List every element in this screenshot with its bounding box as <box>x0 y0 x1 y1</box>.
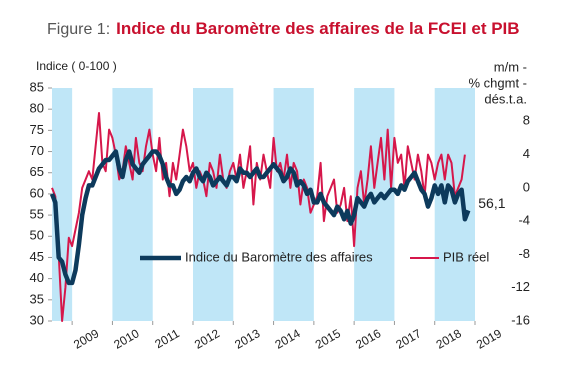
x-tick-label: 2019 <box>474 326 504 352</box>
x-tick-label: 2011 <box>152 326 182 351</box>
legend-label: Indice du Baromètre des affaires <box>185 249 373 264</box>
y-tick-label: 50 <box>30 228 44 243</box>
y-tick-label: 35 <box>30 291 44 306</box>
title-prefix: Figure 1: <box>47 21 110 38</box>
year-bands <box>52 88 475 321</box>
y-tick-label: 75 <box>30 122 44 137</box>
x-tick-label: 2017 <box>393 326 423 352</box>
legend-label: PIB réel <box>443 249 489 264</box>
x-tick-label: 2009 <box>71 326 101 352</box>
y-tick-label: 55 <box>30 207 44 222</box>
y2-axis-label: m/m - <box>494 59 527 74</box>
y-tick-label: 65 <box>30 164 44 179</box>
y2-tick-label: 0 <box>523 179 530 194</box>
y2-axis-label: dés.t.a. <box>484 91 527 106</box>
y2-tick-label: 8 <box>523 113 530 128</box>
y2-tick-label: -12 <box>511 279 530 294</box>
y-tick-label: 80 <box>30 101 44 116</box>
year-band <box>193 88 234 321</box>
y2-tick-label: -8 <box>518 246 530 261</box>
x-tick-label: 2018 <box>434 326 464 352</box>
y-tick-label: 40 <box>30 270 44 285</box>
title-text: Indice du Baromètre des affaires de la F… <box>116 19 519 38</box>
y2-axis-label: % chgmt - <box>468 75 527 90</box>
x-tick-label: 2010 <box>111 326 141 352</box>
year-band <box>112 88 153 321</box>
y2-tick-label: -16 <box>511 312 530 327</box>
chart-title: Figure 1: Indice du Baromètre des affaire… <box>47 19 520 38</box>
y-tick-label: 85 <box>30 79 44 94</box>
x-tick-label: 2015 <box>313 326 343 352</box>
y2-tick-label: 4 <box>523 146 530 161</box>
data-label: 56,1 <box>478 195 505 211</box>
x-tick-label: 2014 <box>273 326 303 352</box>
series-line <box>49 149 471 286</box>
y-tick-label: 60 <box>30 185 44 200</box>
y-axis-label: Indice ( 0-100 ) <box>36 59 117 73</box>
y-tick-label: 70 <box>30 143 44 158</box>
x-tick-label: 2013 <box>232 326 262 352</box>
y2-tick-label: -4 <box>518 213 530 228</box>
y-tick-label: 45 <box>30 249 44 264</box>
x-tick-label: 2012 <box>192 326 222 352</box>
x-tick-label: 2016 <box>353 326 383 352</box>
year-band <box>273 88 314 321</box>
y-tick-label: 30 <box>30 312 44 327</box>
